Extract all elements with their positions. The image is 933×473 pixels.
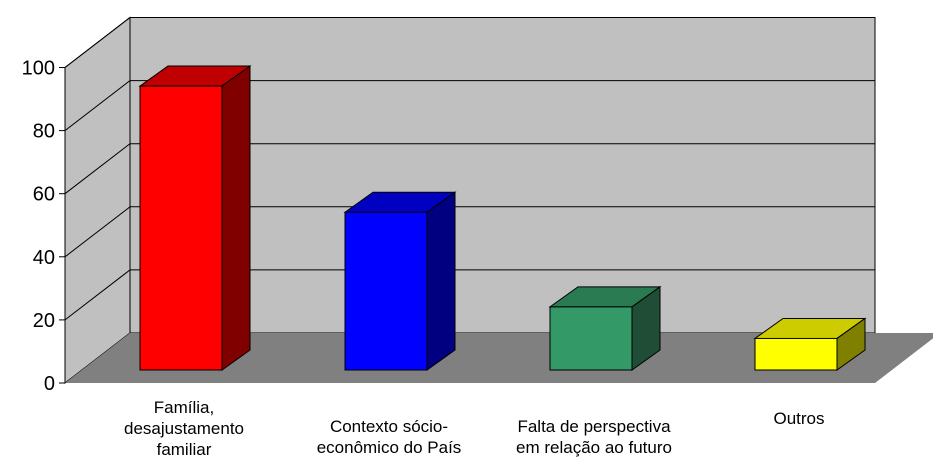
x-tick-label-line: econômico do País [317,438,462,457]
x-tick-label: Família, desajustamento familiar [124,398,244,459]
gridline [64,206,875,258]
x-tick-label: Outros [773,409,824,428]
bar [138,65,252,371]
x-tick-label-line: Contexto sócio- [330,417,448,436]
x-tick-label-line: em relação ao futuro [516,438,672,457]
floor [65,333,933,383]
x-tick-label-line: Outros [773,409,824,428]
x-tick-label-line: Família, [154,398,214,417]
x-tick-label-line: Falta de perspectiva [517,417,671,436]
x-tick-label: Contexto sócio-econômico do País [317,417,462,457]
gridline [64,143,875,195]
x-tick-label-line: desajustamento [124,419,244,438]
y-axis: 0 20 40 60 80 100 [22,58,66,395]
gridline [64,17,875,68]
left-wall [64,16,131,385]
y-tick-label: 40 [33,247,55,269]
x-tick-label: Falta de perspectiva em relação ao futuro [516,417,672,457]
y-tick-label: 100 [22,58,55,80]
y-tick-label: 80 [33,121,55,143]
gridline [64,269,875,321]
bar-front [549,306,633,371]
y-tick-label: 0 [44,373,55,395]
bar-front [754,337,838,371]
bar-front [344,211,428,371]
back-wall [129,17,876,334]
x-axis-labels: Família, desajustamento familiar Contexto s… [124,398,825,459]
gridline [64,80,875,131]
bars [138,65,867,371]
gridlines [64,17,875,321]
bar-front [139,85,223,371]
chart-walls [64,16,876,385]
y-tick-label: 60 [33,184,55,206]
bar [343,191,457,371]
bar-side [426,191,456,371]
y-tick-label: 20 [33,310,55,332]
bar [753,317,867,371]
x-tick-label-line: familiar [157,440,212,459]
bar-side [221,65,251,371]
chart-floor [65,333,933,383]
bar [548,285,662,371]
